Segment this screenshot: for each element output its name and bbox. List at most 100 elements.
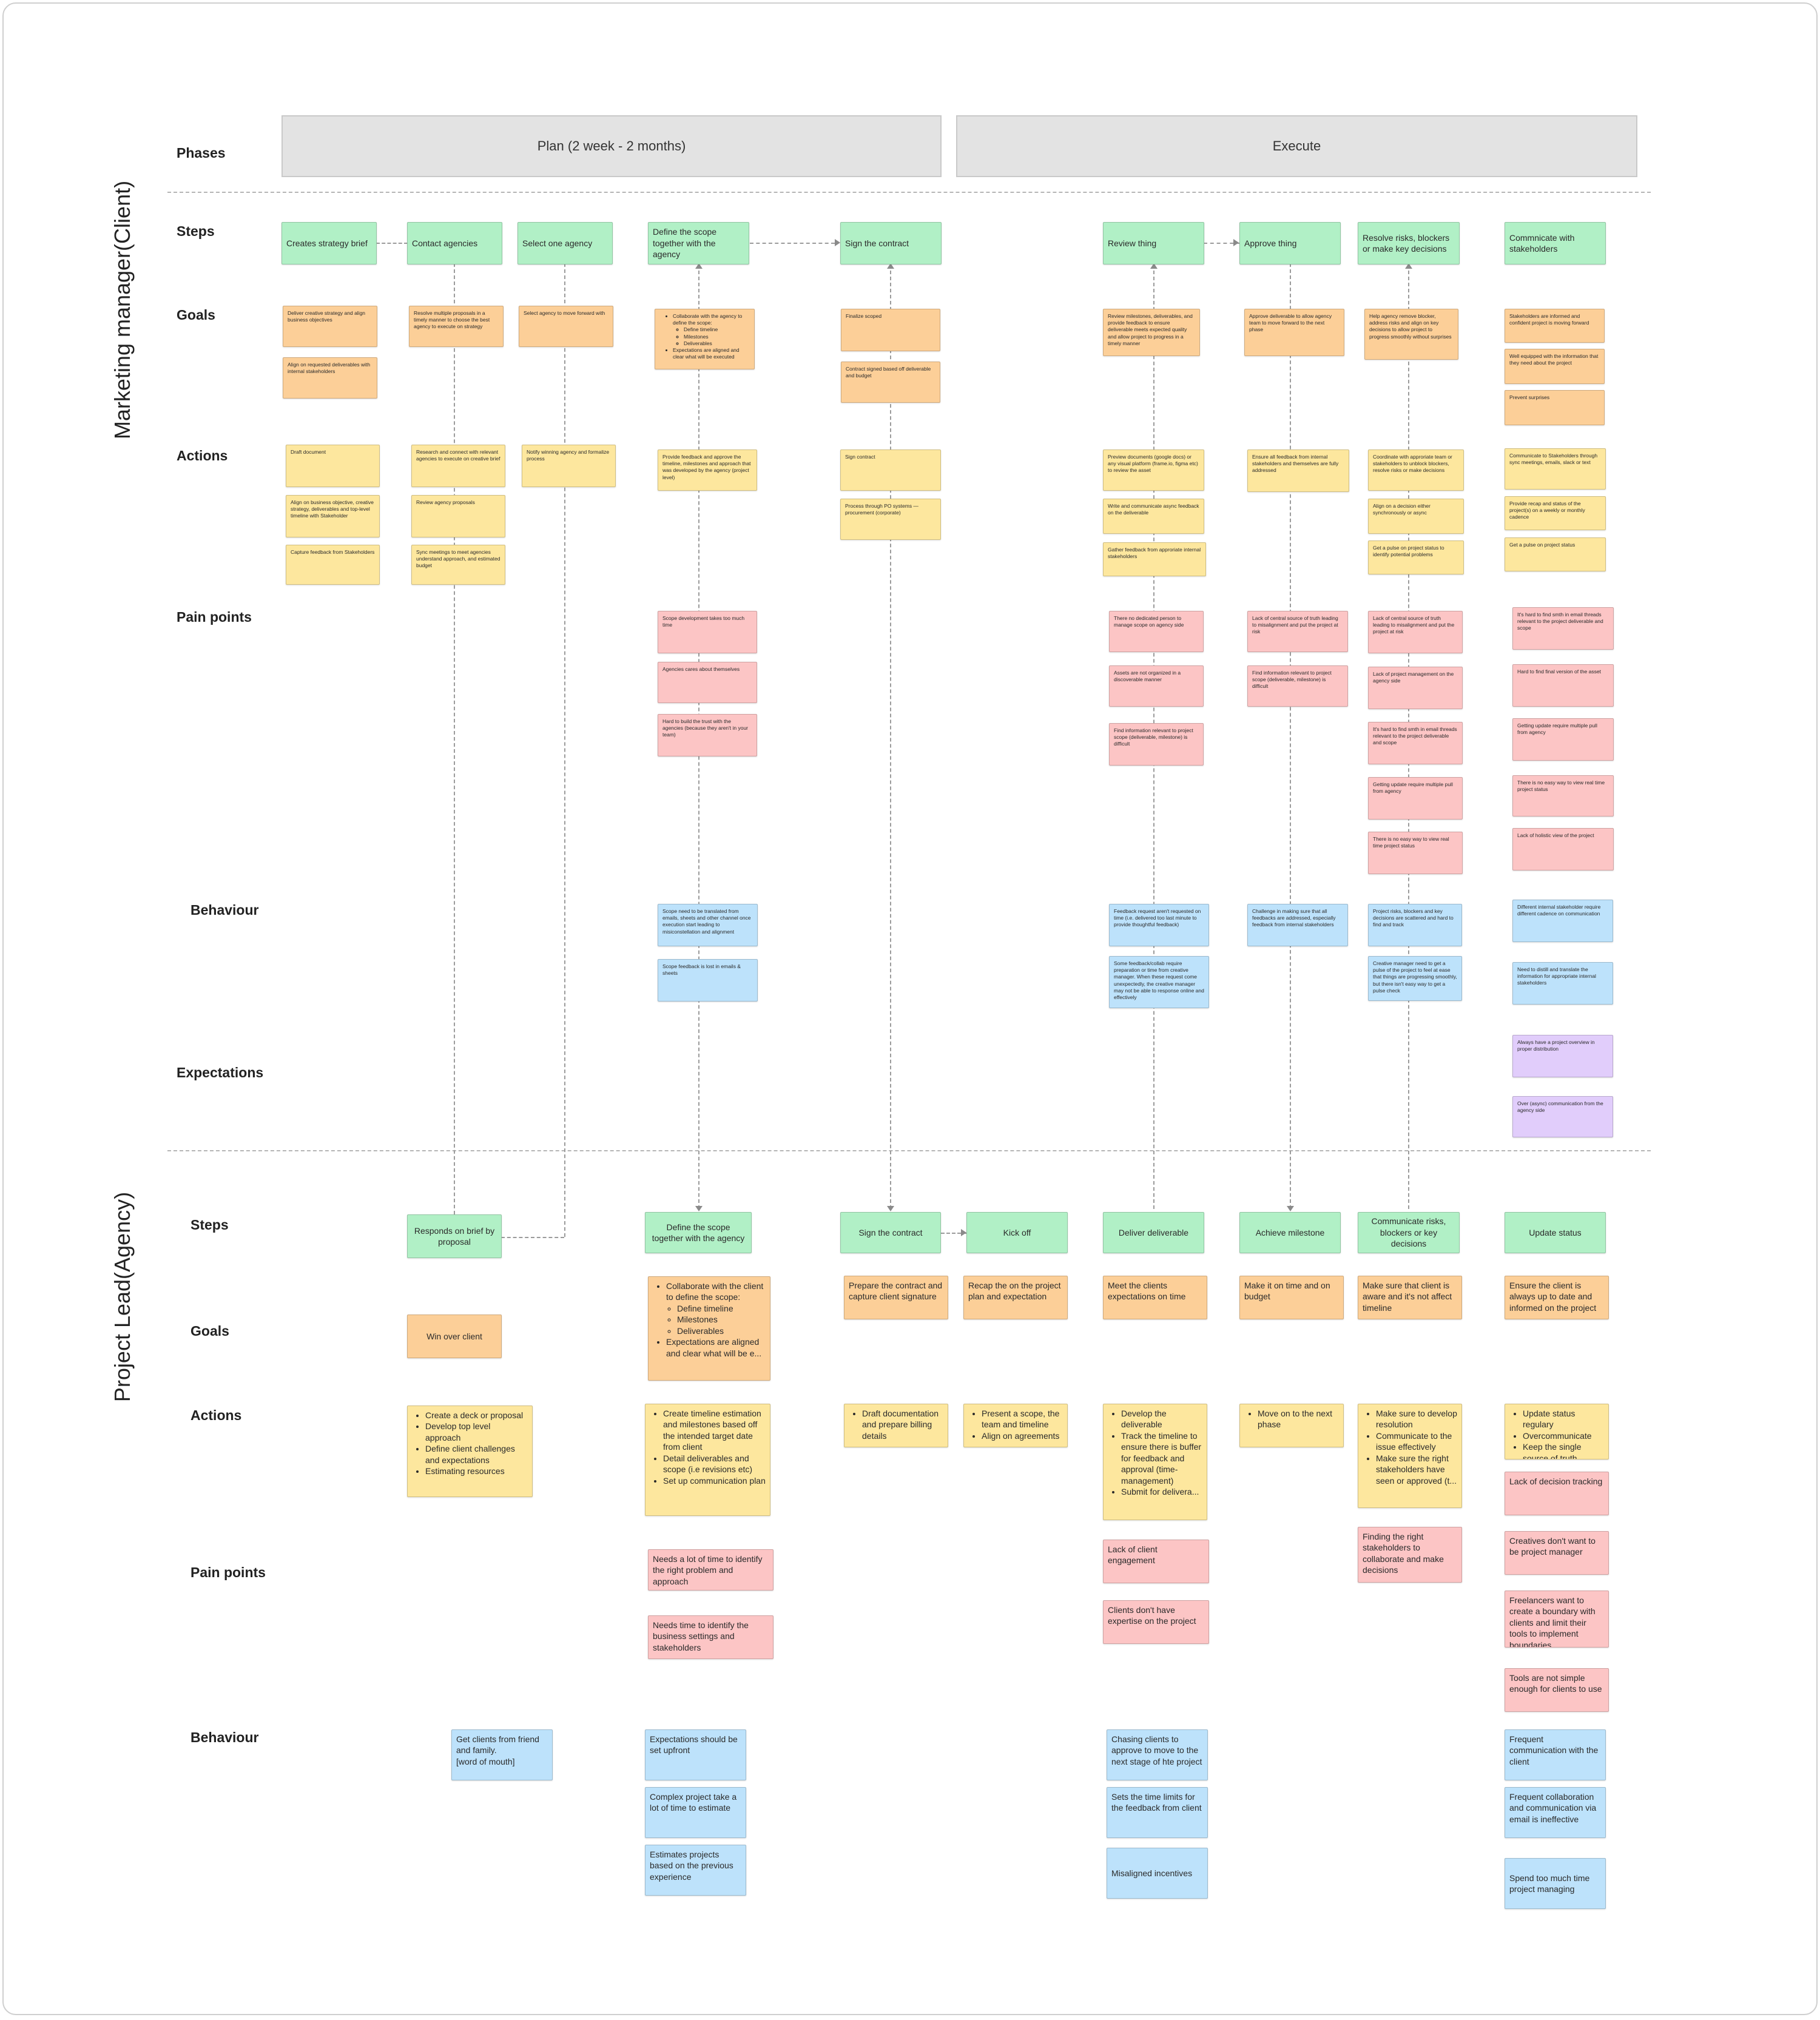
client-action[interactable]: Coordinate with approriate team or stake…	[1368, 449, 1464, 491]
client-action[interactable]: Communicate to Stakeholders through sync…	[1505, 448, 1606, 490]
client-step-strategy-brief[interactable]: Creates strategy brief	[281, 222, 377, 264]
client-goal[interactable]: Resolve multiple proposals in a timely m…	[409, 306, 504, 347]
client-goal[interactable]: Finalize scoped	[841, 309, 940, 351]
agency-pain-point[interactable]: Clients don't have expertise on the proj…	[1103, 1600, 1209, 1644]
agency-behaviour[interactable]: Complex project take a lot of time to es…	[645, 1787, 746, 1838]
agency-step-respond[interactable]: Responds on brief by proposal	[407, 1214, 502, 1258]
agency-behaviour[interactable]: Get clients from friend and family. [wor…	[451, 1729, 553, 1780]
client-goal[interactable]: Prevent surprises	[1505, 390, 1605, 425]
agency-behaviour[interactable]: Chasing clients to approve to move to th…	[1107, 1729, 1208, 1780]
agency-goal[interactable]: Make it on time and on budget	[1239, 1276, 1344, 1319]
client-action[interactable]: Notify winning agency and formalize proc…	[522, 445, 616, 487]
agency-step-update-status[interactable]: Update status	[1505, 1212, 1606, 1253]
client-action[interactable]: Provide feedback and approve the timelin…	[658, 449, 757, 491]
agency-behaviour[interactable]: Spend too much time project managing	[1505, 1858, 1606, 1909]
client-goal[interactable]: Deliver creative strategy and align busi…	[283, 306, 377, 347]
client-goal[interactable]: Select agency to move forward with	[519, 306, 613, 347]
client-pain-point[interactable]: There is no easy way to view real time p…	[1512, 775, 1614, 816]
client-pain-point[interactable]: Getting update require multiple pull fro…	[1368, 777, 1463, 820]
agency-goal-scope[interactable]: Collaborate with the client to define th…	[648, 1276, 770, 1381]
client-pain-point[interactable]: Lack of project management on the agency…	[1368, 667, 1463, 709]
client-behaviour[interactable]: Project risks, blockers and key decision…	[1368, 904, 1462, 946]
client-goal[interactable]: Contract signed based off deliverable an…	[841, 362, 940, 403]
client-pain-point[interactable]: There is no easy way to view real time p…	[1368, 832, 1463, 874]
agency-step-sign-contract[interactable]: Sign the contract	[840, 1212, 941, 1253]
client-pain-point[interactable]: Lack of central source of truth leading …	[1247, 611, 1348, 652]
client-pain-point[interactable]: It's hard to find smth in email threads …	[1368, 722, 1463, 764]
client-step-review[interactable]: Review thing	[1103, 222, 1204, 264]
client-goal[interactable]: Well equipped with the information that …	[1505, 349, 1605, 384]
agency-pain-point[interactable]: Lack of decision tracking	[1505, 1472, 1609, 1515]
agency-pain-point[interactable]: Finding the right stakeholders to collab…	[1358, 1527, 1462, 1583]
client-action[interactable]: Ensure all feedback from internal stakeh…	[1247, 449, 1349, 492]
agency-goal[interactable]: Win over client	[407, 1315, 502, 1358]
client-action[interactable]: Research and connect with relevant agenc…	[411, 445, 505, 487]
phase-bar-execute[interactable]: Execute	[956, 115, 1637, 177]
agency-pain-point[interactable]: Lack of client engagement	[1103, 1540, 1209, 1583]
client-step-communicate[interactable]: Commnicate with stakeholders	[1505, 222, 1606, 264]
client-step-select-agency[interactable]: Select one agency	[517, 222, 613, 264]
client-behaviour[interactable]: Need to distill and translate the inform…	[1512, 962, 1613, 1005]
client-behaviour[interactable]: Scope need to be translated from emails,…	[658, 904, 758, 946]
agency-pain-point[interactable]: Creatives don't want to be project manag…	[1505, 1531, 1609, 1575]
client-step-sign-contract[interactable]: Sign the contract	[840, 222, 942, 264]
agency-pain-point[interactable]: Needs time to identify the business sett…	[648, 1615, 774, 1659]
client-goal[interactable]: Approve deliverable to allow agency team…	[1244, 309, 1344, 356]
client-action[interactable]: Get a pulse on project status	[1505, 537, 1606, 571]
client-action[interactable]: Sign contract	[840, 449, 941, 491]
client-action[interactable]: Align on business objective, creative st…	[286, 495, 380, 537]
agency-behaviour[interactable]: Estimates projects based on the previous…	[645, 1845, 746, 1896]
agency-pain-point[interactable]: Tools are not simple enough for clients …	[1505, 1668, 1609, 1712]
agency-step-kick-off[interactable]: Kick off	[966, 1212, 1068, 1253]
agency-behaviour[interactable]: Frequent communication with the client	[1505, 1729, 1606, 1780]
client-behaviour[interactable]: Scope feedback is lost in emails & sheet…	[658, 959, 758, 1002]
agency-goal[interactable]: Prepare the contract and capture client …	[844, 1276, 948, 1319]
client-action[interactable]: Preview documents (google docs) or any v…	[1103, 449, 1204, 491]
agency-goal[interactable]: Make sure that client is aware and it's …	[1358, 1276, 1462, 1319]
client-pain-point[interactable]: Assets are not organized in a discoverab…	[1109, 665, 1204, 707]
client-step-contact-agencies[interactable]: Contact agencies	[407, 222, 502, 264]
client-pain-point[interactable]: It's hard to find smth in email threads …	[1512, 607, 1614, 650]
client-action[interactable]: Gather feedback from approriate internal…	[1103, 542, 1206, 576]
client-goal[interactable]: Stakeholders are informed and confident …	[1505, 309, 1605, 343]
agency-behaviour[interactable]: Sets the time limits for the feedback fr…	[1107, 1787, 1208, 1838]
client-pain-point[interactable]: Find information relevant to project sco…	[1247, 665, 1348, 707]
client-pain-point[interactable]: Lack of holistic view of the project	[1512, 828, 1614, 870]
client-action[interactable]: Capture feedback from Stakeholders	[286, 545, 380, 585]
agency-action-scope[interactable]: Create timeline estimation and milestone…	[645, 1404, 770, 1516]
agency-step-communicate-risks[interactable]: Communicate risks, blockers or key decis…	[1358, 1212, 1460, 1253]
client-action[interactable]: Draft document	[286, 445, 380, 487]
client-action[interactable]: Write and communicate async feedback on …	[1103, 499, 1204, 534]
client-goal[interactable]: Help agency remove blocker, address risk…	[1364, 309, 1458, 360]
agency-action-deliver[interactable]: Develop the deliverable Track the timeli…	[1103, 1404, 1207, 1520]
client-pain-point[interactable]: Hard to find final version of the asset	[1512, 664, 1614, 707]
agency-step-define-scope[interactable]: Define the scope together with the agenc…	[645, 1212, 752, 1253]
client-pain-point[interactable]: Scope development takes too much time	[658, 611, 757, 653]
agency-goal[interactable]: Ensure the client is always up to date a…	[1505, 1276, 1609, 1319]
client-behaviour[interactable]: Challenge in making sure that all feedba…	[1247, 904, 1348, 946]
client-pain-point[interactable]: Hard to build the trust with the agencie…	[658, 714, 757, 756]
agency-behaviour[interactable]: Frequent collaboration and communication…	[1505, 1787, 1606, 1838]
client-action[interactable]: Provide recap and status of the project(…	[1505, 496, 1606, 530]
client-action[interactable]: Align on a decision either synchronously…	[1368, 499, 1464, 534]
client-behaviour[interactable]: Feedback request aren't requested on tim…	[1109, 904, 1209, 946]
client-expectation[interactable]: Always have a project overview in proper…	[1512, 1035, 1613, 1077]
agency-behaviour[interactable]: Misaligned incentives	[1107, 1848, 1208, 1899]
client-step-resolve-risks[interactable]: Resolve risks, blockers or make key deci…	[1358, 222, 1460, 264]
client-pain-point[interactable]: There no dedicated person to manage scop…	[1109, 611, 1204, 652]
agency-action-status[interactable]: Update status regulary Overcommunicate K…	[1505, 1404, 1609, 1459]
client-action[interactable]: Get a pulse on project status to identif…	[1368, 540, 1464, 574]
agency-action-respond[interactable]: Create a deck or proposal Develop top le…	[407, 1406, 533, 1497]
agency-pain-point[interactable]: Freelancers want to create a boundary wi…	[1505, 1591, 1609, 1648]
client-action[interactable]: Process through PO systems — procurement…	[840, 499, 941, 540]
agency-goal[interactable]: Meet the clients expectations on time	[1103, 1276, 1207, 1319]
agency-step-deliver[interactable]: Deliver deliverable	[1103, 1212, 1204, 1253]
agency-behaviour[interactable]: Expectations should be set upfront	[645, 1729, 746, 1780]
client-behaviour[interactable]: Creative manager need to get a pulse of …	[1368, 956, 1462, 1001]
client-pain-point[interactable]: Agencies cares about themselves	[658, 662, 757, 703]
agency-action-kickoff[interactable]: Present a scope, the team and timeline A…	[963, 1404, 1068, 1447]
phase-bar-plan[interactable]: Plan (2 week - 2 months)	[281, 115, 942, 177]
client-expectation[interactable]: Over (async) communication from the agen…	[1512, 1096, 1613, 1137]
client-behaviour[interactable]: Different internal stakeholder require d…	[1512, 900, 1613, 942]
agency-action-milestone[interactable]: Move on to the next phase	[1239, 1404, 1344, 1447]
